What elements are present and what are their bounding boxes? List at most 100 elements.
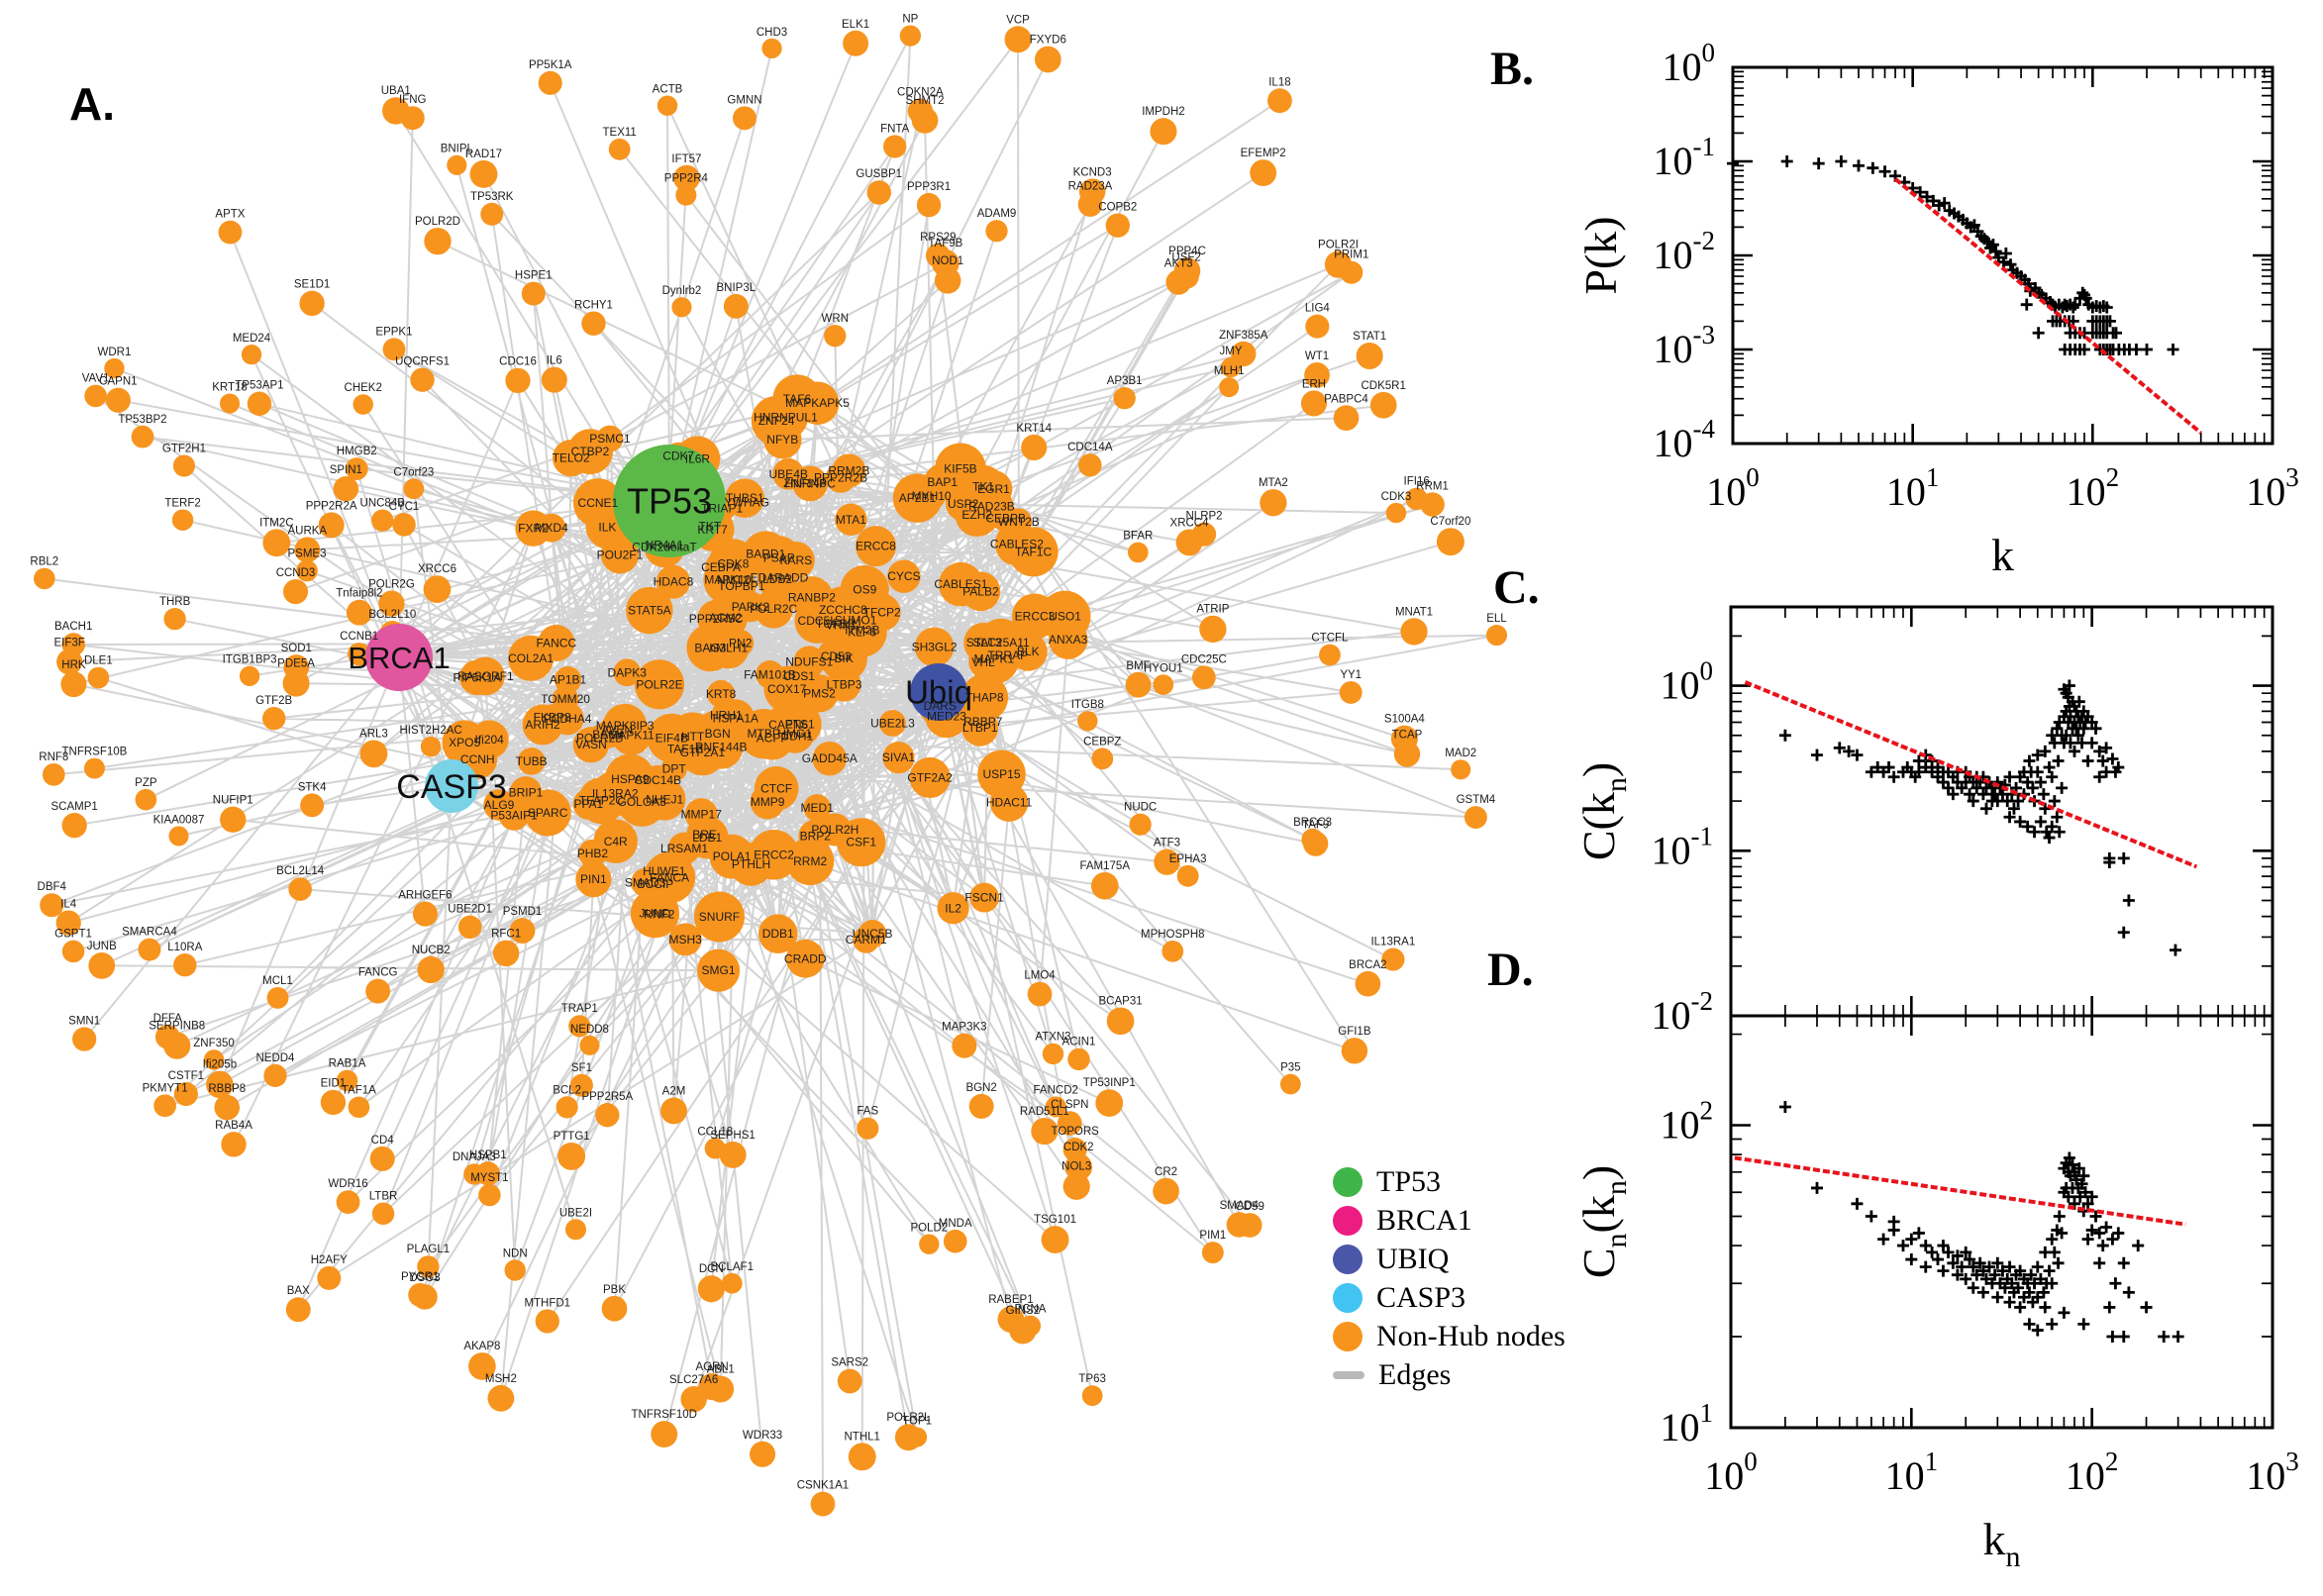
network-node: [517, 748, 546, 775]
network-node: [991, 504, 1020, 533]
tick-label: 10-1: [1654, 132, 1716, 183]
network-node: [263, 1063, 287, 1088]
node-label: CABLES1: [934, 577, 987, 591]
node-label: GFI1B: [1338, 1026, 1371, 1038]
network-node: [1267, 88, 1292, 114]
network-node: [505, 367, 531, 394]
network-node: [579, 1035, 600, 1055]
network-node: [478, 1183, 501, 1207]
node-label: SOD1: [281, 643, 312, 654]
network-node: [417, 1255, 440, 1278]
network-node: [1451, 759, 1471, 780]
node-label: KIAA0087: [153, 814, 205, 826]
network-node: [1341, 1038, 1368, 1064]
node-label: NLRP2: [1186, 511, 1223, 523]
plot-frame: [1729, 1014, 2274, 1430]
scatter-points: [1778, 1100, 2184, 1344]
node-label: UBE2D1: [448, 904, 492, 916]
node-label: DAPK3: [608, 665, 648, 679]
tick-label: 103: [2246, 462, 2299, 514]
node-label: PPP4C: [1168, 246, 1206, 257]
node-label: MAD2: [1445, 748, 1476, 759]
network-node: [1045, 1096, 1066, 1118]
node-label: LTBR: [369, 1191, 398, 1203]
network-node: [961, 709, 999, 747]
network-node: [1041, 1226, 1069, 1253]
network-node: [345, 457, 368, 480]
network-node: [756, 660, 784, 689]
node-label: ERH: [1302, 378, 1326, 390]
network-node: [1162, 940, 1184, 962]
network-node: [626, 586, 673, 635]
node-label: PPP2R4: [664, 173, 709, 185]
node-label: PRIM1: [1334, 249, 1368, 261]
node-label: PPA1: [573, 797, 603, 811]
node-label: EID1: [321, 1078, 347, 1090]
legend-item-label: CASP3: [1376, 1280, 1466, 1314]
node-label: ALG9: [484, 798, 515, 812]
node-label: NOD1: [932, 255, 963, 267]
node-label: MTHFD1: [524, 1297, 570, 1309]
node-label: KIF5B: [944, 461, 976, 475]
network-node: [723, 293, 749, 319]
network-node: [285, 1297, 311, 1323]
network-node: [790, 576, 834, 620]
network-node: [916, 192, 942, 218]
network-node: [42, 763, 65, 786]
network-node: [909, 756, 951, 799]
network-node: [1260, 489, 1287, 517]
node-label: USF2: [1171, 251, 1200, 263]
node-label: RFC1: [491, 929, 521, 941]
network-node: [564, 1219, 586, 1241]
node-label: TELO2: [553, 451, 590, 465]
hub-node-ubiq: [910, 663, 967, 721]
network-node: [163, 1032, 191, 1059]
node-label: VAV1: [82, 373, 110, 385]
node-label: SIVA1: [882, 750, 915, 764]
panel-a-label: A.: [69, 78, 115, 130]
network-node: [568, 1015, 591, 1038]
network-node: [758, 914, 798, 953]
node-label: IMPDH2: [1142, 106, 1184, 118]
node-label: SPIN1: [330, 464, 362, 476]
tick-label: 103: [2246, 1446, 2299, 1498]
node-label: RAD23B: [968, 500, 1015, 514]
network-node: [694, 891, 745, 943]
network-node: [765, 702, 811, 748]
node-label: hMLH1: [710, 642, 749, 655]
network-node: [581, 311, 606, 336]
network-node: [608, 138, 631, 160]
network-node: [631, 867, 659, 897]
network-node: [203, 1049, 225, 1070]
node-label: ITGB8: [1071, 699, 1104, 711]
node-label: XPO5: [449, 736, 480, 749]
network-node: [247, 391, 272, 416]
network-node: [266, 986, 289, 1009]
network-node: [899, 25, 921, 47]
node-label: XRCC6: [418, 563, 456, 575]
major-ticks: [1731, 65, 2274, 446]
node-label: ITM2C: [259, 517, 294, 529]
network-node: [575, 861, 612, 898]
node-label: CCNH: [460, 752, 495, 766]
node-label: MAPKAPK5: [785, 396, 850, 410]
node-label: TAF1B: [667, 743, 703, 756]
network-node: [173, 1081, 198, 1107]
network-node: [985, 220, 1008, 243]
node-label: OS9: [853, 583, 876, 597]
node-label: HIST2H2AC: [399, 725, 461, 737]
node-label: DCN: [699, 1263, 724, 1275]
network-node: [163, 608, 186, 631]
node-label: UNC5B: [853, 927, 893, 941]
node-label: FXR2: [518, 522, 549, 536]
node-label: CD4: [371, 1135, 395, 1147]
network-node: [557, 1142, 586, 1170]
node-label: POLR2B: [576, 731, 623, 745]
node-label: ITGB1BP3: [223, 654, 277, 666]
network-node: [593, 819, 638, 864]
node-label: TP63: [1078, 1373, 1106, 1385]
network-node: [371, 509, 394, 532]
network-node: [866, 180, 891, 205]
node-label: TKT: [699, 520, 722, 534]
